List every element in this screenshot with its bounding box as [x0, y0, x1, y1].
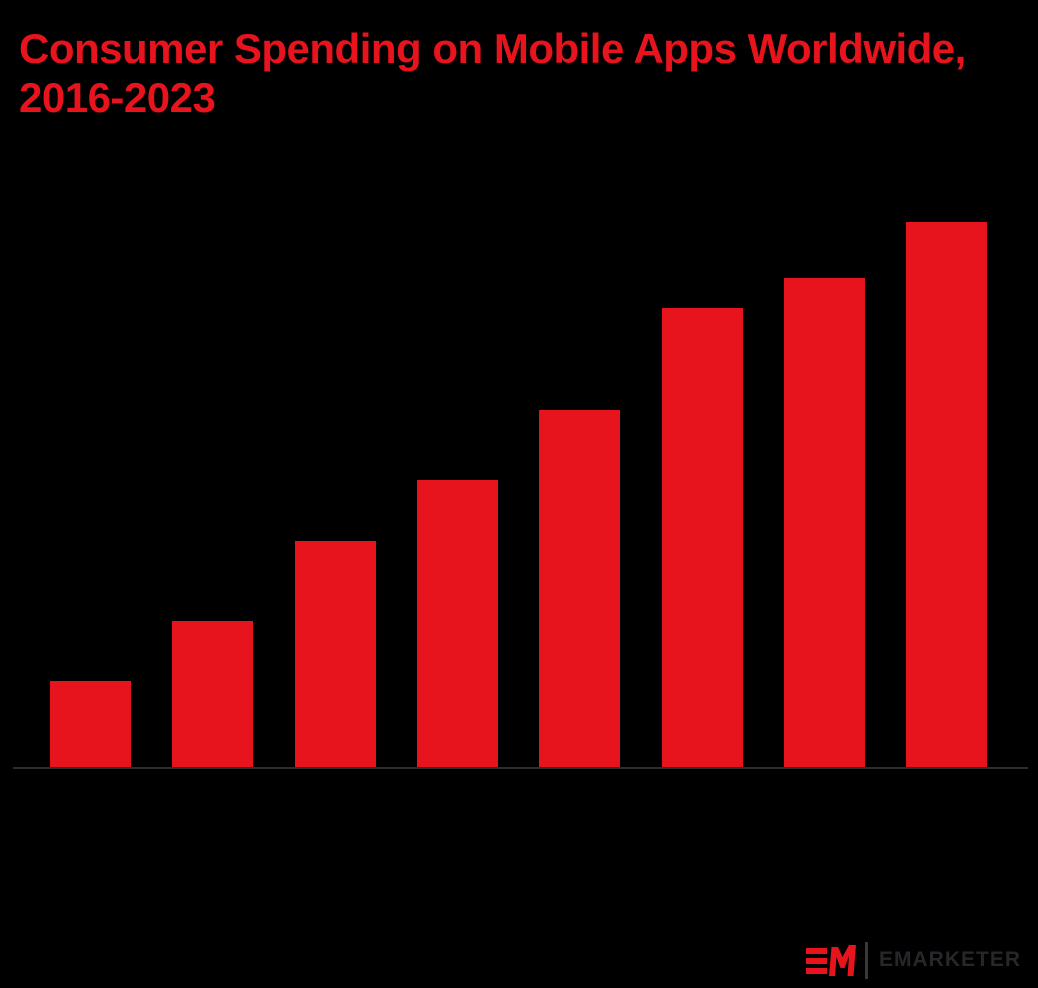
logo-divider — [864, 941, 868, 979]
bar-2020 — [539, 410, 620, 767]
bar-2016 — [50, 681, 131, 767]
chart-title: Consumer Spending on Mobile Apps Worldwi… — [19, 24, 966, 122]
chart-title-line1: Consumer Spending on Mobile Apps Worldwi… — [19, 25, 966, 72]
emarketer-em-icon — [805, 944, 856, 976]
bar-2018 — [295, 541, 376, 767]
emarketer-logo: EMARKETER — [805, 941, 1021, 979]
bar-2017 — [172, 621, 253, 767]
bar-2019 — [417, 480, 498, 767]
bar-2022 — [784, 278, 865, 767]
chart-title-line2: 2016-2023 — [19, 74, 216, 121]
bar-2023 — [906, 222, 987, 767]
bar-2021 — [662, 308, 743, 767]
x-axis-line — [13, 767, 1028, 769]
emarketer-wordmark: EMARKETER — [878, 948, 1021, 971]
